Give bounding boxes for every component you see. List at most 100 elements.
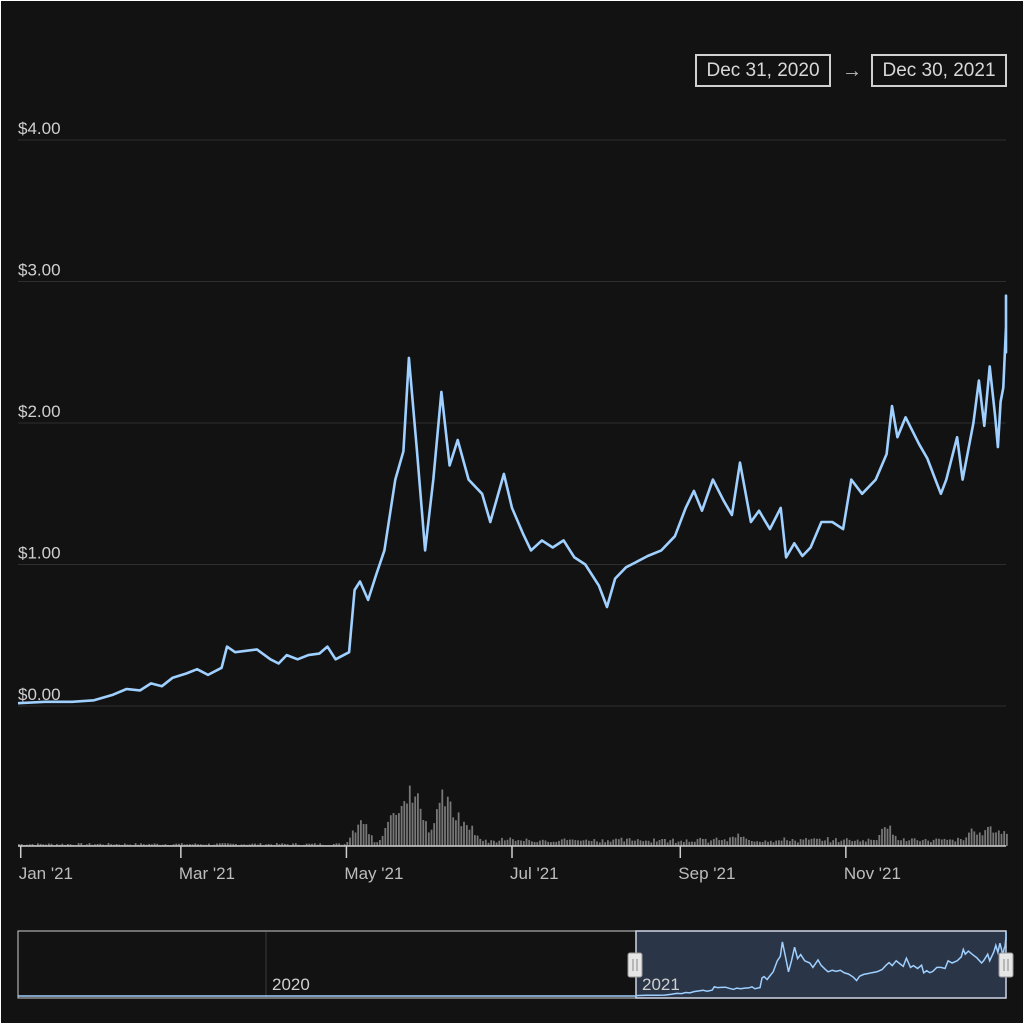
volume-bar — [110, 844, 113, 846]
volume-bar — [664, 839, 666, 846]
volume-bar — [319, 843, 322, 846]
volume-bar — [826, 837, 829, 846]
volume-bar — [39, 843, 42, 846]
volume-bar — [85, 844, 88, 846]
volume-bar — [905, 841, 908, 846]
volume-bar — [520, 840, 522, 846]
volume-bar — [973, 831, 976, 846]
volume-bar — [99, 843, 102, 846]
volume-bar — [493, 840, 495, 846]
volume-bar — [916, 840, 919, 846]
volume-bar — [658, 840, 661, 846]
volume-bar — [384, 828, 387, 846]
volume-bar — [362, 824, 365, 846]
volume-bar — [859, 841, 862, 846]
volume-bar — [218, 843, 221, 846]
volume-bar — [710, 840, 712, 846]
x-tick-label: Jul '21 — [510, 864, 559, 883]
volume-bar — [457, 812, 460, 846]
volume-bar — [243, 844, 246, 846]
volume-bar — [875, 840, 878, 846]
volume-bar — [94, 844, 96, 846]
volume-bar — [172, 844, 175, 846]
volume-bar — [965, 837, 968, 846]
volume-bar — [463, 821, 465, 846]
volume-bar — [598, 842, 601, 846]
volume-bar — [444, 806, 446, 846]
volume-bar — [677, 841, 680, 846]
volume-bar — [851, 841, 854, 846]
volume-bar — [216, 843, 218, 846]
volume-bar — [840, 840, 843, 846]
volume-bar — [913, 838, 916, 846]
volume-bar — [142, 844, 145, 846]
volume-bar — [37, 843, 39, 846]
volume-bar — [870, 839, 873, 846]
volume-bar — [343, 844, 346, 846]
volume-bar — [474, 835, 476, 846]
range-start-date-input[interactable]: Dec 31, 2020 — [695, 54, 831, 87]
navigator-right-handle[interactable] — [998, 952, 1014, 978]
volume-bar — [406, 803, 408, 846]
volume-bar — [395, 814, 398, 846]
volume-bar — [332, 844, 335, 846]
volume-bar — [47, 843, 50, 846]
volume-bar — [647, 840, 650, 846]
volume-bar — [886, 828, 889, 846]
range-arrow-icon: → — [842, 60, 862, 82]
volume-bar — [427, 832, 430, 846]
volume-bar — [267, 843, 270, 846]
volume-bar — [674, 842, 677, 846]
volume-bar — [528, 840, 531, 846]
volume-bar — [389, 815, 392, 846]
volume-bar — [919, 841, 921, 846]
volume-bar — [712, 839, 715, 846]
volume-bar — [503, 840, 506, 846]
volume-bar — [691, 841, 693, 846]
navigator-label-2020: 2020 — [272, 975, 310, 994]
volume-bar — [408, 785, 411, 846]
volume-bar — [436, 809, 438, 846]
y-tick-label: $4.00 — [18, 119, 61, 138]
x-tick-label: May '21 — [344, 864, 403, 883]
volume-bar — [704, 838, 707, 846]
volume-bar — [976, 834, 978, 846]
volume-bar — [140, 843, 142, 846]
volume-bar — [28, 844, 31, 846]
volume-bar — [501, 837, 503, 846]
volume-bar — [351, 830, 354, 846]
volume-bar — [446, 796, 449, 846]
volume-bar — [517, 840, 520, 846]
range-navigator[interactable]: 2020 2021 — [17, 930, 1014, 999]
volume-bar — [824, 840, 826, 846]
volume-bar — [816, 838, 818, 846]
volume-bar — [360, 820, 362, 846]
volume-bar — [989, 826, 992, 846]
volume-bar — [525, 838, 528, 846]
volume-bar — [729, 837, 731, 846]
volume-bar — [455, 820, 457, 846]
volume-bar — [221, 843, 224, 846]
volume-bar — [441, 789, 444, 846]
volume-bar — [772, 842, 775, 846]
volume-bar — [376, 842, 379, 846]
range-end-date-input[interactable]: Dec 30, 2021 — [871, 54, 1007, 87]
volume-bar — [767, 841, 769, 846]
x-tick-label: Nov '21 — [844, 864, 901, 883]
volume-bar — [199, 844, 202, 846]
navigator-left-handle[interactable] — [627, 952, 643, 978]
volume-bar — [832, 840, 835, 846]
volume-bar — [42, 844, 45, 846]
volume-bar — [924, 839, 927, 846]
volume-bar — [634, 840, 636, 846]
volume-bar — [889, 825, 892, 846]
volume-bar — [908, 840, 911, 846]
volume-bar — [883, 827, 886, 846]
volume-bar — [381, 835, 384, 846]
volume-bar — [609, 841, 612, 846]
volume-bar — [867, 838, 870, 846]
volume-bar — [56, 844, 58, 846]
volume-bar — [392, 813, 395, 846]
volume-bar — [984, 830, 987, 846]
